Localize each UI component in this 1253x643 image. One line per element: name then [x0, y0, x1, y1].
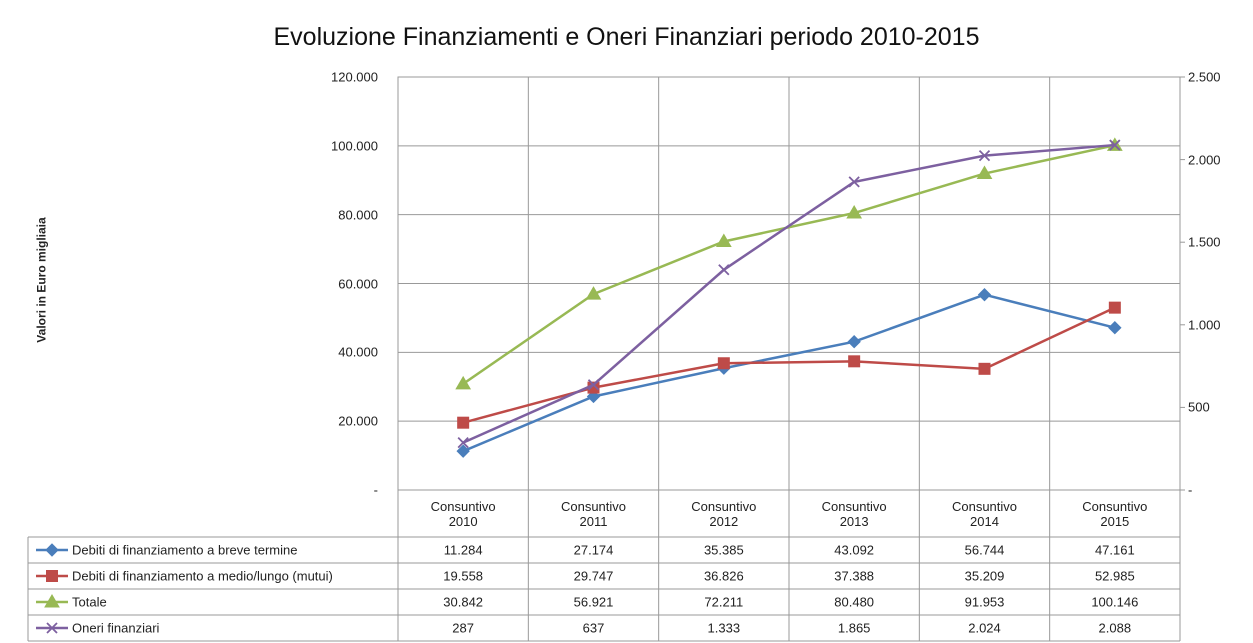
marker [587, 379, 600, 391]
marker [455, 375, 472, 390]
marker [457, 436, 469, 449]
marker [846, 205, 863, 219]
table-value: 35.385 [703, 542, 744, 558]
legend-label: Oneri finanziari [72, 620, 160, 636]
table-value: 30.842 [443, 594, 484, 610]
legend-label: Totale [72, 594, 107, 610]
x-tick-label: Consuntivo 2010 [430, 498, 496, 529]
table-value: 36.826 [703, 568, 744, 584]
marker [848, 355, 861, 368]
table-value: 27.174 [573, 542, 614, 558]
marker [1108, 301, 1121, 314]
series-line [462, 143, 1115, 444]
table-value: 56.744 [964, 542, 1005, 558]
marker [718, 264, 730, 276]
table-value: 11.284 [443, 542, 483, 558]
legend-marker [46, 622, 58, 634]
x-tick-label: Consuntivo 2011 [560, 498, 627, 529]
marker [847, 334, 861, 349]
marker [978, 149, 991, 162]
y-tick-label: 120.000 [331, 69, 378, 85]
table-value: 637 [582, 620, 605, 636]
legend-label: Debiti di finanziamento a breve termine [72, 542, 298, 558]
marker [456, 444, 470, 458]
table-value: 72.211 [704, 594, 744, 610]
table-value: 2.024 [968, 620, 1001, 636]
y2-tick-label: - [1188, 482, 1193, 498]
marker [1109, 139, 1121, 151]
table-value: 29.747 [573, 568, 614, 584]
marker [457, 416, 470, 429]
y2-tick-label: 2.000 [1188, 152, 1221, 168]
legend-marker [46, 570, 58, 582]
marker [978, 362, 991, 375]
chart-title: Evoluzione Finanziamenti e Oneri Finanzi… [273, 23, 980, 51]
y2-tick-label: 1.500 [1188, 234, 1221, 250]
y-tick-label: 100.000 [331, 138, 378, 154]
table-value: 2.088 [1098, 620, 1132, 636]
table-value: 1.333 [707, 620, 741, 636]
y-axis-label: Valori in Euro migliaia [34, 217, 49, 343]
y2-tick-label: 1.000 [1188, 317, 1221, 333]
y-tick-label: 20.000 [338, 413, 378, 429]
y-tick-label: - [373, 482, 378, 498]
marker [1108, 320, 1122, 335]
marker [976, 165, 993, 180]
table-value: 56.921 [573, 594, 614, 610]
x-tick-label: Consuntivo 2014 [951, 498, 1018, 529]
x-tick-label: Consuntivo 2012 [691, 498, 757, 529]
marker [977, 287, 992, 302]
y-tick-label: 80.000 [338, 207, 378, 223]
table-value: 19.558 [443, 568, 484, 584]
x-tick-label: Consuntivo 2013 [821, 498, 887, 529]
y2-tick-label: 2.500 [1188, 69, 1221, 85]
y-tick-label: 60.000 [338, 276, 378, 291]
table-value: 91.953 [964, 594, 1005, 610]
table-value: 47.161 [1094, 542, 1135, 558]
marker [717, 357, 730, 370]
legend-marker [44, 594, 60, 608]
marker [585, 286, 602, 300]
series-line [462, 293, 1116, 453]
x-tick-label: Consuntivo 2015 [1082, 498, 1148, 529]
table-value: 43.092 [834, 542, 875, 558]
table-value: 80.480 [834, 594, 875, 610]
table-value: 52.985 [1094, 568, 1135, 584]
marker [848, 176, 860, 188]
legend-marker [45, 543, 59, 557]
legend-label: Debiti di finanziamento a medio/lungo (m… [72, 568, 333, 584]
table-value: 100.146 [1091, 594, 1139, 610]
table-value: 1.865 [837, 620, 871, 636]
table-value: 35.209 [964, 568, 1005, 584]
y-tick-label: 40.000 [338, 344, 378, 360]
marker [715, 233, 732, 247]
y2-tick-label: 500 [1188, 399, 1210, 415]
table-value: 287 [452, 620, 475, 636]
table-value: 37.388 [834, 568, 875, 584]
